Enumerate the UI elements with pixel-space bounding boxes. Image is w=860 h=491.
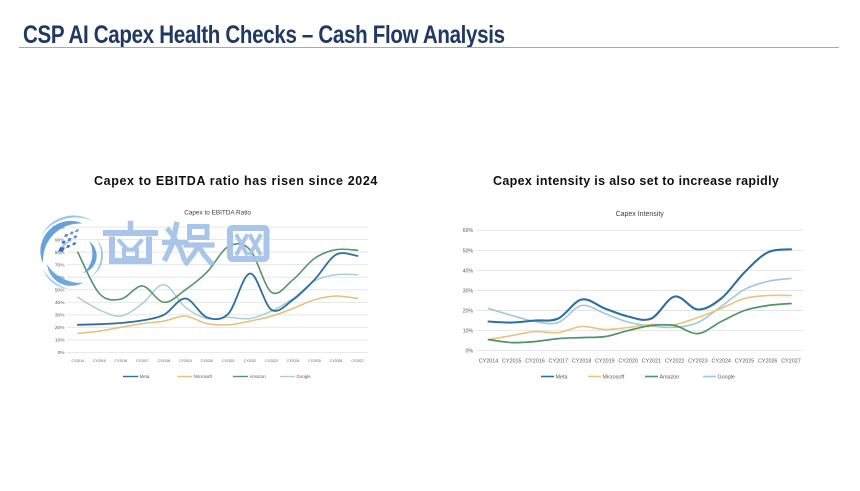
svg-text:CY2024: CY2024 [711,359,730,365]
svg-text:90%: 90% [55,237,65,243]
svg-text:CY2014: CY2014 [71,359,84,363]
svg-text:50%: 50% [55,287,65,293]
svg-text:CY2024: CY2024 [287,359,300,363]
svg-text:40%: 40% [463,268,474,274]
svg-text:CY2019: CY2019 [595,359,614,365]
svg-text:Microsoft: Microsoft [194,374,213,379]
svg-text:0%: 0% [466,349,474,355]
svg-text:40%: 40% [55,300,65,306]
svg-text:10%: 10% [55,338,65,344]
svg-text:CY2017: CY2017 [136,359,149,363]
svg-text:CY2027: CY2027 [351,359,364,363]
svg-text:Capex to EBITDA Ratio: Capex to EBITDA Ratio [184,210,251,217]
svg-text:10%: 10% [463,328,474,334]
svg-text:CY2023: CY2023 [265,359,278,363]
svg-text:20%: 20% [463,308,474,314]
svg-text:30%: 30% [55,313,65,319]
svg-text:Google: Google [718,375,735,381]
svg-text:CY2018: CY2018 [572,359,591,365]
svg-text:CY2025: CY2025 [308,359,321,363]
svg-text:CY2022: CY2022 [244,359,257,363]
svg-text:Google: Google [297,374,312,379]
svg-text:70%: 70% [55,262,65,268]
svg-text:CY2016: CY2016 [114,359,127,363]
svg-text:CY2026: CY2026 [330,359,343,363]
svg-text:CY2017: CY2017 [549,359,568,365]
svg-text:CY2022: CY2022 [665,359,684,365]
svg-text:CY2026: CY2026 [758,359,777,365]
svg-text:Meta: Meta [556,375,568,381]
svg-text:Meta: Meta [140,374,150,379]
svg-text:20%: 20% [55,325,65,331]
svg-text:Capex Intensity: Capex Intensity [616,211,665,218]
svg-text:CY2018: CY2018 [158,359,171,363]
svg-text:0%: 0% [58,350,66,356]
svg-text:Amazon: Amazon [660,375,680,381]
svg-text:CY2021: CY2021 [222,359,235,363]
svg-text:CY2020: CY2020 [201,359,214,363]
svg-text:Amazon: Amazon [250,374,267,379]
svg-text:CY2015: CY2015 [93,359,106,363]
svg-text:CY2014: CY2014 [479,359,498,365]
svg-text:CY2023: CY2023 [688,359,707,365]
svg-text:CY2025: CY2025 [735,359,754,365]
svg-text:CY2015: CY2015 [502,359,521,365]
svg-text:60%: 60% [463,228,474,234]
svg-text:CY2020: CY2020 [618,359,637,365]
svg-text:CY2019: CY2019 [179,359,192,363]
svg-text:CY2027: CY2027 [781,359,800,365]
svg-text:50%: 50% [463,248,474,254]
svg-text:30%: 30% [463,288,474,294]
svg-text:CY2021: CY2021 [642,359,661,365]
svg-text:CY2016: CY2016 [525,359,544,365]
svg-text:Microsoft: Microsoft [603,375,625,381]
